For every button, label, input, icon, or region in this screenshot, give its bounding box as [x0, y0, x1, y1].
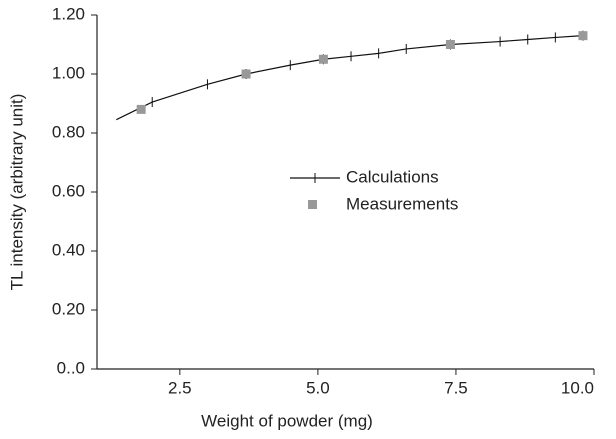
measurement-point — [241, 69, 251, 79]
y-tick-label: 0.40 — [52, 240, 85, 259]
x-tick-label: 10.0 — [561, 378, 594, 397]
x-tick-label: 2.5 — [168, 378, 192, 397]
x-axis-label: Weight of powder (mg) — [201, 411, 373, 430]
legend-label: Calculations — [346, 167, 439, 186]
y-tick-label: 1.20 — [52, 4, 85, 23]
x-tick-label: 5.0 — [306, 378, 330, 397]
legend-marker — [308, 200, 317, 209]
y-tick-label: 0.80 — [52, 122, 85, 141]
y-axis-label: TL intensity (arbitrary unit) — [7, 94, 26, 291]
y-tick-label: 0..0 — [57, 358, 85, 377]
measurement-point — [578, 31, 588, 41]
y-tick-label: 0.20 — [52, 299, 85, 318]
calc-line — [116, 35, 583, 121]
measurement-point — [136, 104, 146, 114]
legend-label: Measurements — [346, 194, 458, 213]
y-tick-label: 0.60 — [52, 181, 85, 200]
measurement-point — [445, 40, 455, 49]
y-tick-label: 1.00 — [52, 63, 85, 82]
x-tick-label: 7.5 — [444, 378, 468, 397]
measurement-point — [318, 54, 328, 64]
